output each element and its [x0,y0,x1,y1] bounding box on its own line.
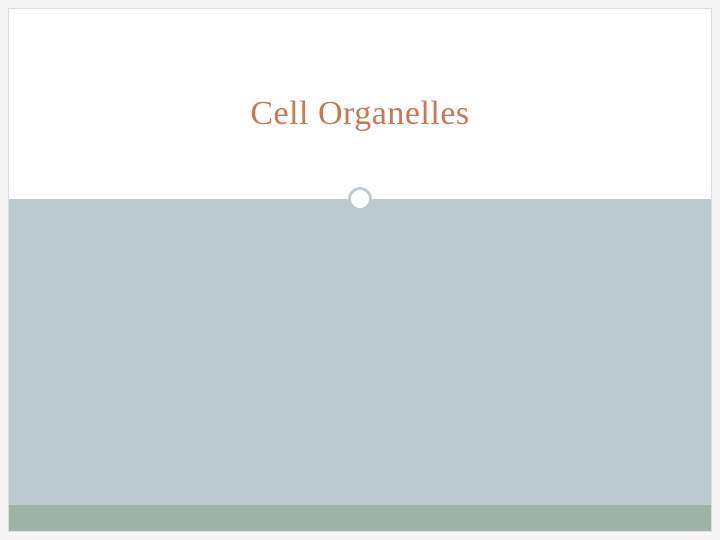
footer-strip [9,505,711,531]
content-section [9,199,711,505]
slide-container: Cell Organelles [0,0,720,540]
slide-title: Cell Organelles [250,95,469,133]
title-section: Cell Organelles [9,9,711,199]
circle-divider-icon [348,187,372,211]
slide-inner: Cell Organelles [8,8,712,532]
